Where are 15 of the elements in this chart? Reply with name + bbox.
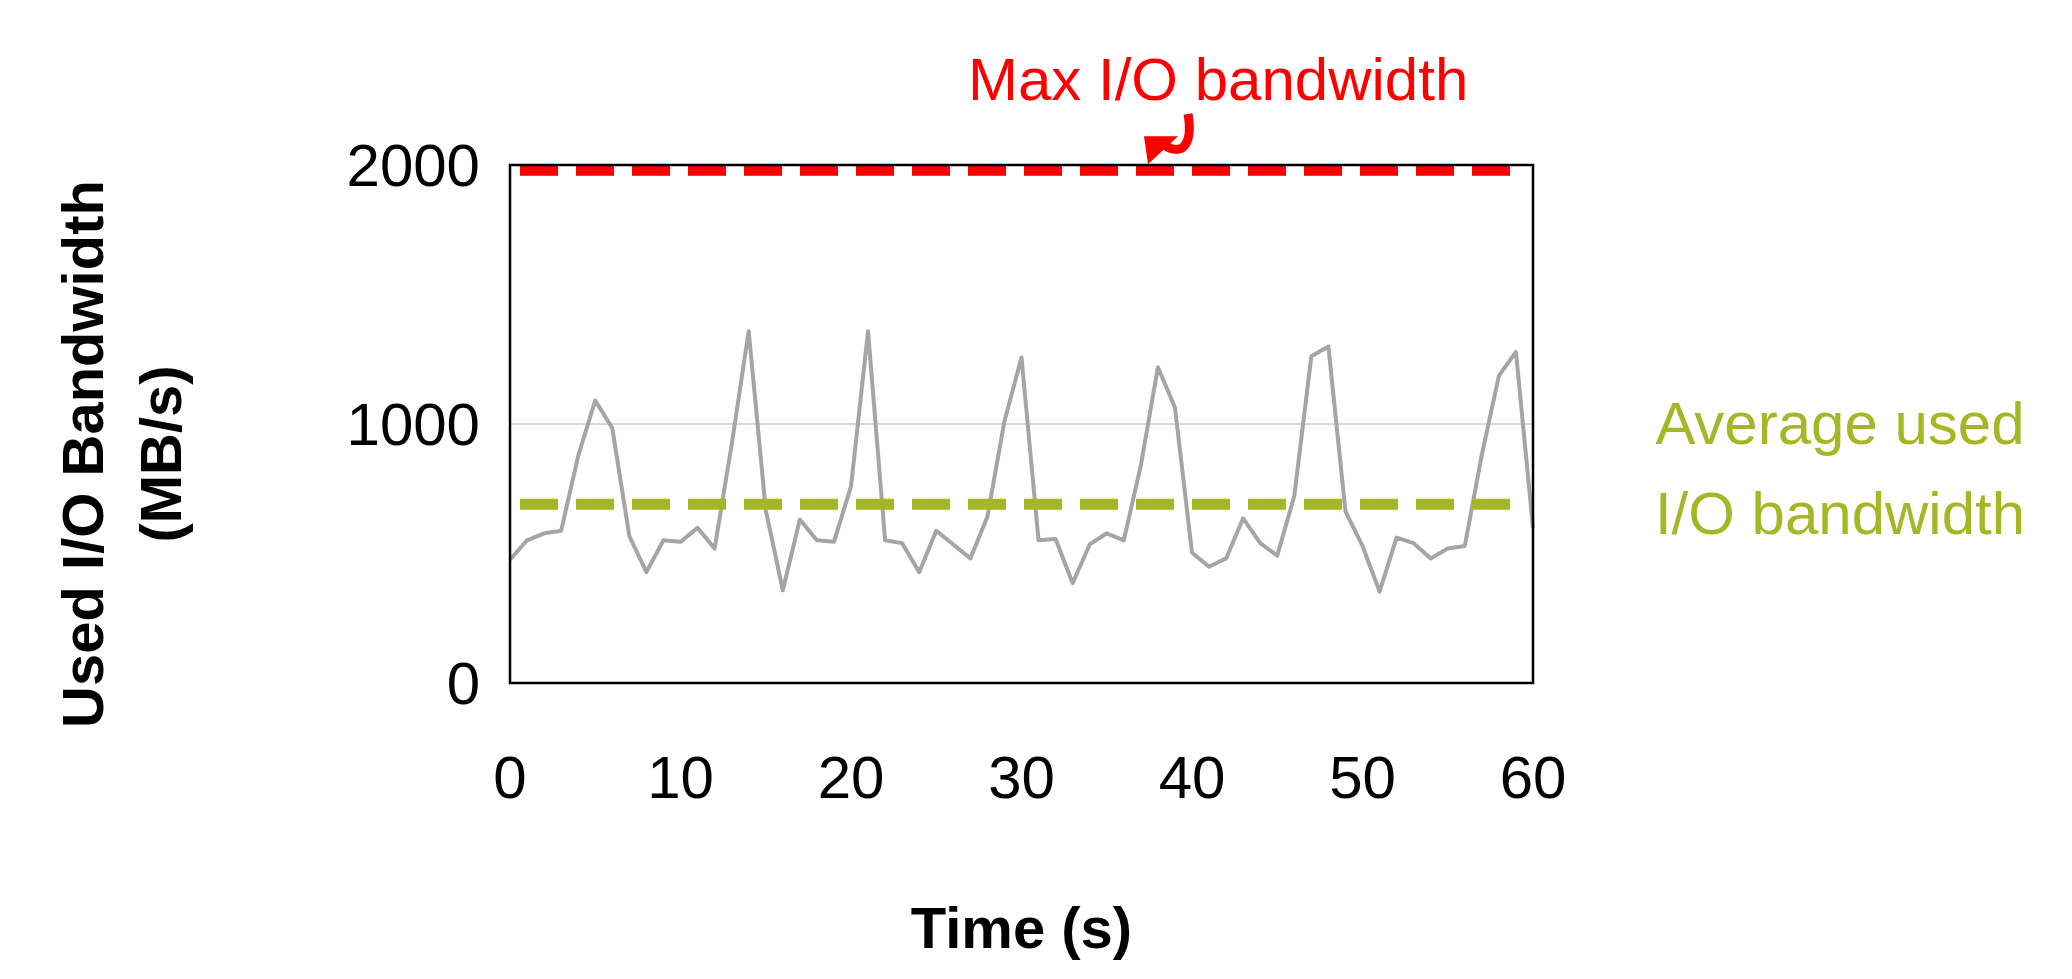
y-tick-label: 1000 <box>346 391 480 458</box>
y-tick-label: 0 <box>446 650 480 717</box>
ref-line-label: Max I/O bandwidth <box>968 46 1469 113</box>
x-axis-title: Time (s) <box>910 895 1133 960</box>
x-tick-label: 20 <box>817 744 885 811</box>
ref-line-label: Average used I/O bandwidth <box>1654 390 2026 548</box>
x-tick-label: 30 <box>988 744 1055 811</box>
y-axis-title: Used I/O Bandwidth (MB/s) <box>50 180 193 728</box>
line-series <box>508 329 1535 594</box>
x-tick-label: 60 <box>1499 744 1567 811</box>
y-tick-label: 2000 <box>346 132 480 199</box>
x-tick-label: 50 <box>1329 744 1396 811</box>
x-tick-label: 0 <box>493 744 527 811</box>
x-tick-label: 10 <box>647 744 714 811</box>
x-tick-label: 40 <box>1158 744 1226 811</box>
